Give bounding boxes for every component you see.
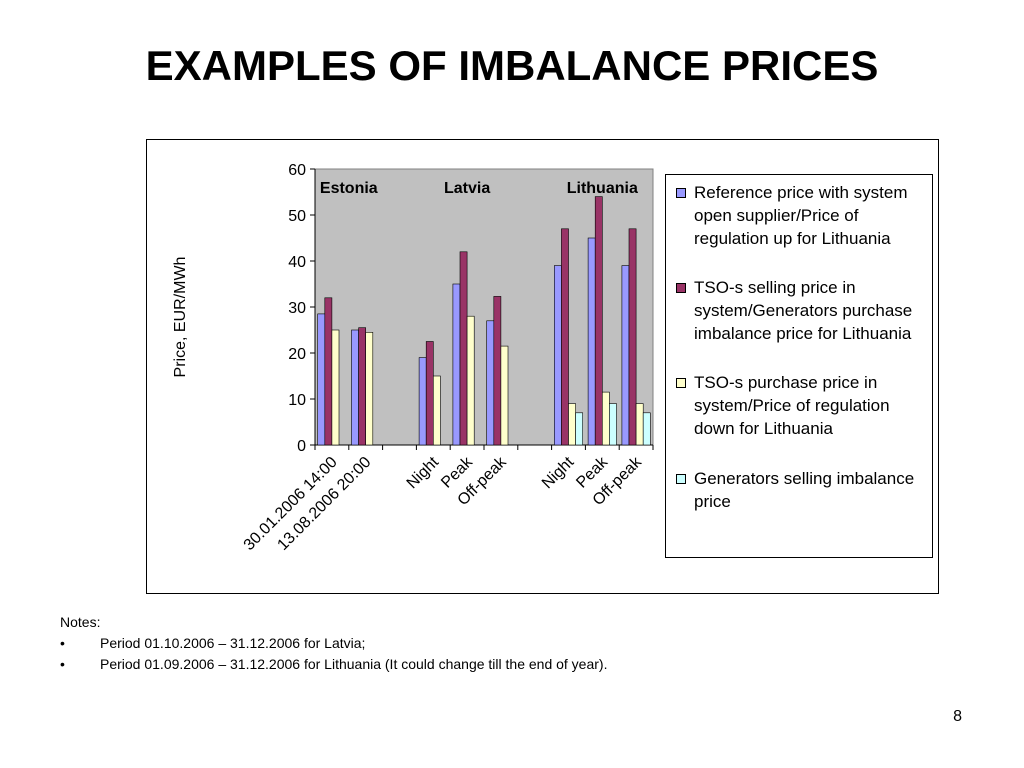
legend-swatch-tso-selling-price bbox=[676, 283, 686, 293]
bar bbox=[642, 412, 651, 446]
legend-swatch-tso-purchase-price bbox=[676, 378, 686, 388]
y-tick-label: 60 bbox=[288, 162, 306, 179]
y-tick-label: 30 bbox=[288, 300, 306, 317]
x-tick-label: Night bbox=[539, 453, 578, 492]
bar bbox=[500, 345, 509, 446]
legend-swatch-reference-price bbox=[676, 188, 686, 198]
bar bbox=[425, 341, 434, 446]
y-tick-label: 50 bbox=[288, 208, 306, 225]
note-text: Period 01.09.2006 – 31.12.2006 for Lithu… bbox=[100, 656, 608, 672]
bar bbox=[587, 237, 596, 446]
note-text: Period 01.10.2006 – 31.12.2006 for Latvi… bbox=[100, 635, 366, 651]
bar bbox=[418, 357, 427, 446]
bar bbox=[466, 315, 475, 446]
note-bullet: • bbox=[60, 656, 65, 672]
legend-label-generators-selling-price: Generators selling imbalance price bbox=[694, 469, 915, 511]
legend-swatch-generators-selling-price bbox=[676, 474, 686, 484]
bar bbox=[331, 329, 340, 446]
y-axis-title: Price, EUR/MWh bbox=[172, 257, 189, 378]
note-item: • Period 01.10.2006 – 31.12.2006 for Lat… bbox=[60, 633, 365, 654]
bar bbox=[575, 412, 583, 446]
bar bbox=[635, 403, 644, 446]
bar bbox=[324, 297, 333, 446]
legend-label-tso-selling-price: TSO-s selling price in system/Generators… bbox=[694, 278, 913, 343]
y-tick-label: 20 bbox=[288, 346, 306, 363]
group-label: Lithuania bbox=[567, 180, 638, 197]
bar bbox=[317, 313, 326, 446]
notes-heading: Notes: bbox=[60, 614, 101, 630]
bar bbox=[459, 251, 468, 446]
bar bbox=[358, 327, 367, 446]
y-tick-label: 10 bbox=[288, 392, 306, 409]
bar bbox=[601, 391, 610, 446]
bar bbox=[493, 296, 502, 446]
slide-title: EXAMPLES OF IMBALANCE PRICES bbox=[145, 42, 879, 89]
note-item: • Period 01.09.2006 – 31.12.2006 for Lit… bbox=[60, 654, 607, 675]
bar bbox=[452, 283, 461, 446]
notes-section: Notes: • Period 01.10.2006 – 31.12.2006 … bbox=[60, 612, 607, 675]
note-bullet: • bbox=[60, 635, 65, 651]
bar bbox=[554, 265, 562, 446]
bar bbox=[594, 196, 603, 446]
group-label: Latvia bbox=[444, 180, 490, 197]
page-number: 8 bbox=[953, 708, 962, 725]
chart-frame: 0 10 20 30 40 50 60 Price, EUR/MWh 30.01.2006 14… bbox=[146, 139, 939, 594]
bar bbox=[432, 375, 441, 446]
legend-label-reference-price: Reference price with system open supplie… bbox=[694, 183, 908, 248]
bar bbox=[351, 329, 359, 446]
bar bbox=[628, 228, 637, 446]
y-tick-label: 40 bbox=[288, 254, 306, 271]
bar bbox=[486, 320, 495, 446]
bar bbox=[621, 265, 630, 446]
group-label: Estonia bbox=[320, 180, 378, 197]
bar bbox=[568, 403, 576, 446]
bar bbox=[609, 403, 617, 446]
x-tick-label: Night bbox=[404, 453, 443, 492]
bar bbox=[561, 228, 569, 446]
bar bbox=[365, 332, 374, 446]
chart-legend: Reference price with system open supplie… bbox=[665, 174, 933, 558]
legend-label-tso-purchase-price: TSO-s purchase price in system/Price of … bbox=[694, 373, 890, 438]
y-tick-label: 0 bbox=[297, 438, 306, 455]
